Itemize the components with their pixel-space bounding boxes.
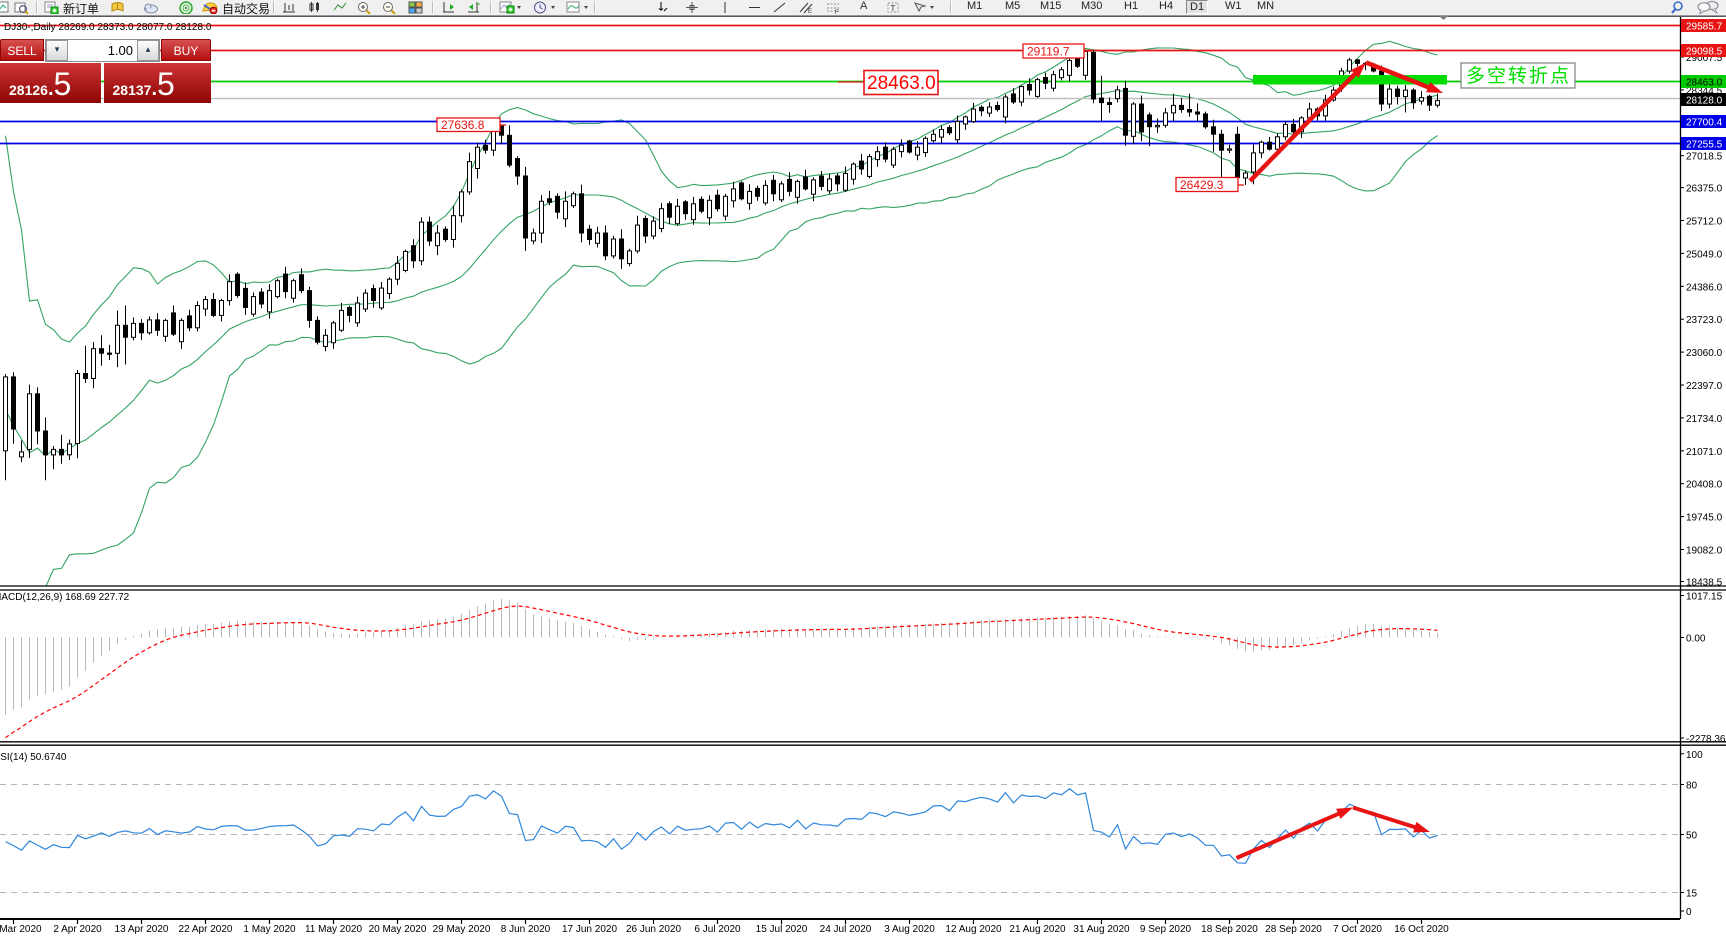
- svg-text:23 Mar 2020: 23 Mar 2020: [0, 924, 42, 935]
- svg-text:16 Oct 2020: 16 Oct 2020: [1394, 924, 1449, 935]
- svg-text:7 Oct 2020: 7 Oct 2020: [1333, 924, 1382, 935]
- svg-text:27636.8: 27636.8: [441, 118, 485, 132]
- svg-text:DJ30-,Daily 28269.0 28373.0 2: DJ30-,Daily 28269.0 28373.0 28077.0 2812…: [4, 22, 212, 33]
- svg-text:6 Jul 2020: 6 Jul 2020: [694, 924, 741, 935]
- svg-text:21734.0: 21734.0: [1686, 414, 1723, 425]
- svg-text:1 May 2020: 1 May 2020: [243, 924, 296, 935]
- svg-text:28 Sep 2020: 28 Sep 2020: [1265, 924, 1322, 935]
- svg-text:22397.0: 22397.0: [1686, 381, 1723, 392]
- svg-text:24386.0: 24386.0: [1686, 282, 1723, 293]
- svg-text:29007.5: 29007.5: [1686, 53, 1723, 64]
- svg-text:F: F: [835, 10, 839, 14]
- svg-text:80: 80: [1686, 781, 1698, 792]
- svg-text:29098.5: 29098.5: [1686, 47, 1723, 58]
- svg-text:31 Aug 2020: 31 Aug 2020: [1073, 924, 1130, 935]
- svg-text:E: E: [808, 9, 812, 14]
- svg-text:23060.0: 23060.0: [1686, 348, 1723, 359]
- svg-text:21071.0: 21071.0: [1686, 447, 1723, 458]
- svg-text:0.00: 0.00: [1686, 634, 1706, 645]
- svg-text:8 Jun 2020: 8 Jun 2020: [501, 924, 551, 935]
- svg-text:3 Aug 2020: 3 Aug 2020: [884, 924, 935, 935]
- svg-text:25049.0: 25049.0: [1686, 249, 1723, 260]
- svg-text:27700.4: 27700.4: [1686, 118, 1723, 129]
- svg-text:18 Sep 2020: 18 Sep 2020: [1201, 924, 1258, 935]
- svg-text:27018.5: 27018.5: [1686, 152, 1723, 163]
- svg-text:28344.5: 28344.5: [1686, 86, 1723, 97]
- svg-text:RSI(14) 50.6740: RSI(14) 50.6740: [0, 752, 67, 763]
- svg-text:MACD(12,26,9) 168.69 227.72: MACD(12,26,9) 168.69 227.72: [0, 592, 130, 603]
- svg-text:18438.5: 18438.5: [1686, 578, 1723, 589]
- svg-text:28463.0: 28463.0: [1686, 78, 1723, 89]
- svg-text:11 May 2020: 11 May 2020: [305, 924, 363, 935]
- svg-text:24 Jul 2020: 24 Jul 2020: [820, 924, 872, 935]
- svg-text:13 Apr 2020: 13 Apr 2020: [115, 924, 169, 935]
- svg-text:29585.7: 29585.7: [1686, 22, 1723, 33]
- svg-text:21 Aug 2020: 21 Aug 2020: [1009, 924, 1066, 935]
- svg-text:1017.15: 1017.15: [1686, 592, 1723, 603]
- svg-text:26 Jun 2020: 26 Jun 2020: [626, 924, 681, 935]
- svg-text:9 Sep 2020: 9 Sep 2020: [1140, 924, 1192, 935]
- svg-text:25712.0: 25712.0: [1686, 217, 1723, 228]
- svg-text:27255.5: 27255.5: [1686, 140, 1723, 151]
- svg-text:20408.0: 20408.0: [1686, 480, 1723, 491]
- svg-text:29119.7: 29119.7: [1027, 44, 1070, 58]
- svg-text:12 Aug 2020: 12 Aug 2020: [945, 924, 1002, 935]
- svg-text:29 May 2020: 29 May 2020: [433, 924, 491, 935]
- svg-text:20 May 2020: 20 May 2020: [369, 924, 427, 935]
- svg-text:26429.3: 26429.3: [1180, 178, 1224, 192]
- svg-text:28463.0: 28463.0: [867, 73, 936, 94]
- svg-text:19745.0: 19745.0: [1686, 513, 1723, 524]
- svg-text:-2278.36: -2278.36: [1686, 734, 1726, 745]
- svg-text:50: 50: [1686, 831, 1698, 842]
- svg-text:22 Apr 2020: 22 Apr 2020: [179, 924, 233, 935]
- svg-text:23723.0: 23723.0: [1686, 315, 1723, 326]
- svg-text:0: 0: [1686, 907, 1692, 918]
- svg-text:17 Jun 2020: 17 Jun 2020: [562, 924, 617, 935]
- svg-text:26375.0: 26375.0: [1686, 184, 1723, 195]
- svg-text:19082.0: 19082.0: [1686, 546, 1723, 557]
- svg-text:T: T: [891, 4, 896, 13]
- svg-text:28128.0: 28128.0: [1686, 96, 1723, 107]
- svg-text:100: 100: [1686, 750, 1703, 761]
- svg-text:2 Apr 2020: 2 Apr 2020: [53, 924, 102, 935]
- svg-text:多空转折点: 多空转折点: [1466, 65, 1571, 87]
- svg-text:15 Jul 2020: 15 Jul 2020: [756, 924, 808, 935]
- svg-text:15: 15: [1686, 889, 1698, 900]
